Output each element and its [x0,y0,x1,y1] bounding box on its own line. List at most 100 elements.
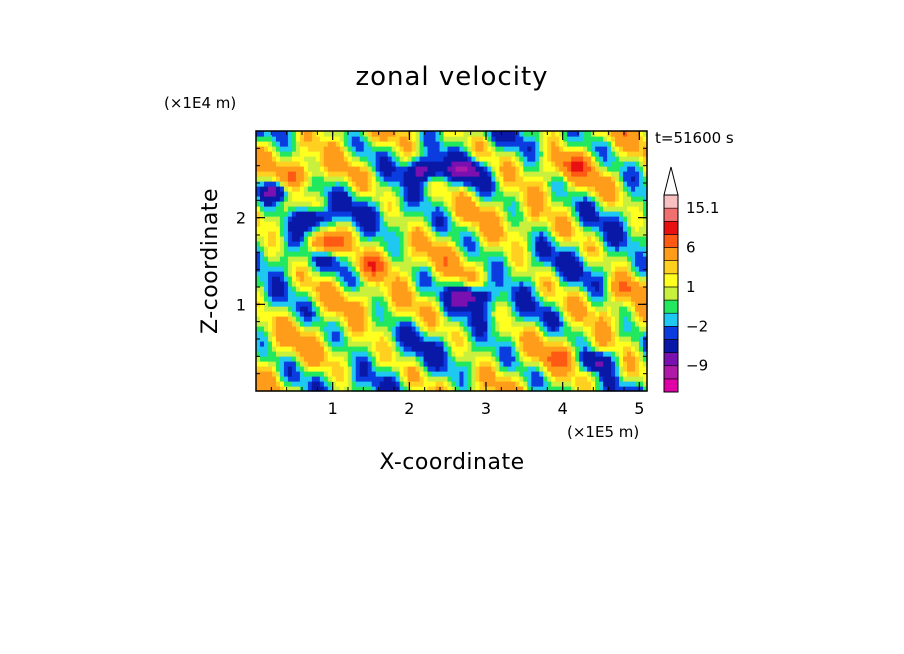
field-cell [491,371,496,377]
field-cell [539,201,544,207]
field-cell [495,341,500,347]
field-cell [327,236,333,242]
field-cell [475,191,481,197]
field-cell [391,336,397,342]
field-cell [279,181,285,187]
field-cell [363,271,369,277]
field-cell [275,306,281,312]
field-cell [407,351,413,357]
field-cell [271,246,277,252]
field-cell [599,386,604,392]
field-cell [639,296,644,302]
field-cell [311,296,317,302]
field-cell [587,241,592,247]
field-cell [367,326,373,332]
field-cell [291,136,297,142]
field-cell [595,221,600,227]
field-cell [475,181,481,187]
field-cell [607,201,612,207]
field-cell [263,141,269,147]
field-cell [639,316,644,322]
field-cell [519,316,524,322]
field-cell [303,256,309,262]
field-cell [499,221,504,227]
field-cell [387,381,393,387]
field-cell [595,196,600,202]
field-cell [331,356,337,362]
field-cell [587,171,592,177]
field-cell [455,281,461,287]
field-cell [399,236,405,242]
field-cell [619,216,624,222]
field-cell [299,321,305,327]
field-cell [563,316,568,322]
field-cell [303,176,309,182]
field-cell [399,156,405,162]
field-cell [547,246,552,252]
field-cell [319,196,325,202]
field-cell [339,206,345,212]
field-cell [287,186,293,192]
field-cell [279,176,285,182]
field-cell [623,191,628,197]
field-cell [571,281,576,287]
field-cell [603,306,608,312]
field-cell [415,266,421,272]
field-cell [279,201,285,207]
field-cell [399,376,405,382]
field-cell [291,166,297,172]
field-cell [311,366,317,372]
field-cell [311,236,317,242]
field-cell [515,316,520,322]
field-cell [575,316,580,322]
field-cell [431,191,437,197]
field-cell [583,361,588,367]
field-cell [355,361,361,367]
field-cell [523,236,528,242]
field-cell [471,291,477,297]
field-cell [259,256,265,262]
field-cell [487,136,492,142]
field-cell [619,156,624,162]
field-cell [331,386,337,392]
field-cell [583,231,588,237]
field-cell [467,196,473,202]
field-cell [375,196,381,202]
field-cell [335,136,341,142]
field-cell [295,216,301,222]
field-cell [259,171,265,177]
field-cell [471,211,477,217]
field-cell [419,166,425,172]
field-cell [495,151,500,157]
field-cell [611,341,616,347]
field-cell [327,356,333,362]
field-cell [395,216,401,222]
field-cell [435,161,441,167]
field-cell [499,256,504,262]
field-cell [283,331,289,337]
field-cell [299,236,305,242]
field-cell [383,181,389,187]
field-cell [256,356,261,362]
field-cell [295,366,301,372]
field-cell [607,371,612,377]
field-cell [459,381,465,387]
field-cell [427,371,433,377]
field-cell [539,281,544,287]
field-cell [271,166,277,172]
field-cell [515,256,520,262]
field-cell [347,161,353,167]
field-cell [459,141,465,147]
field-cell [635,166,640,172]
field-cell [407,321,413,327]
field-cell [487,266,492,272]
field-cell [267,356,273,362]
field-cell [379,376,385,382]
field-cell [523,271,528,277]
field-cell [487,386,492,392]
field-cell [379,241,385,247]
field-cell [563,271,568,277]
field-cell [643,226,648,232]
field-cell [463,381,469,387]
field-cell [635,376,640,382]
